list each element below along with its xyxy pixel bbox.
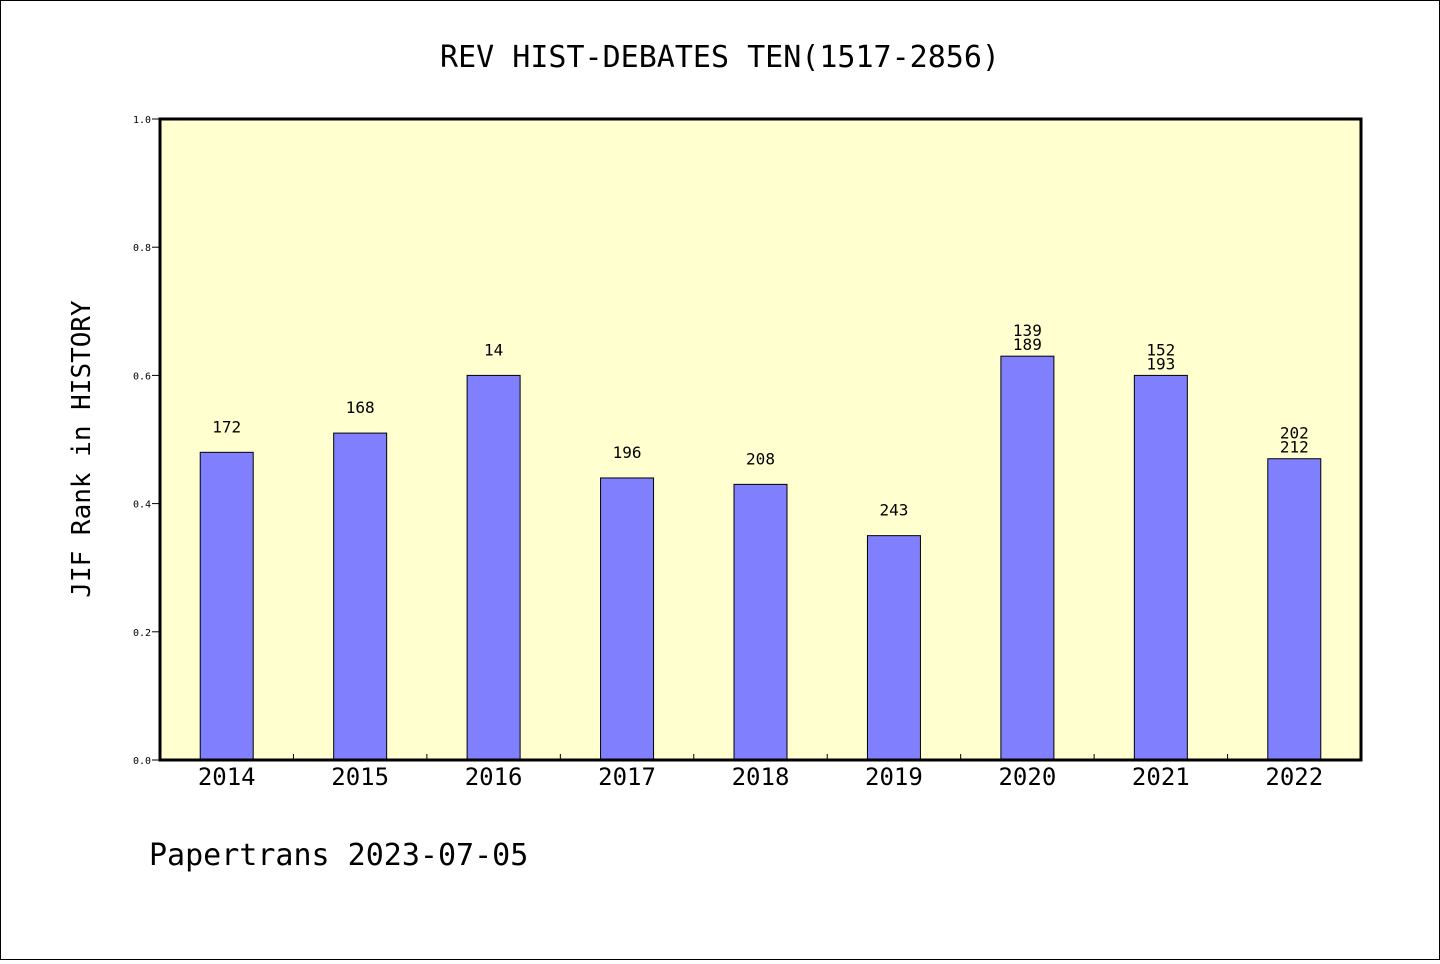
data-label: 208 xyxy=(746,449,775,468)
plot-border xyxy=(158,117,1363,762)
data-label: 189 xyxy=(1013,335,1042,354)
data-label: 14 xyxy=(484,340,503,359)
data-label: 168 xyxy=(346,398,375,417)
x-tick-label: 2020 xyxy=(998,763,1056,791)
data-label: 202 xyxy=(1280,424,1309,443)
y-tick-label: 0.6 xyxy=(133,371,151,382)
x-tick-label: 2021 xyxy=(1132,763,1190,791)
bar-2016 xyxy=(466,374,521,761)
y-tick-label: 0.8 xyxy=(133,243,151,254)
chart-title: REV HIST-DEBATES TEN(1517-2856) xyxy=(440,40,1000,75)
y-tick-label: 0.4 xyxy=(133,500,151,511)
data-label: 152 xyxy=(1146,340,1175,359)
x-tick-label: 2018 xyxy=(732,763,790,791)
data-label: 243 xyxy=(879,501,908,520)
data-label: 193 xyxy=(1146,354,1175,373)
bar-2017 xyxy=(600,477,655,761)
x-tick-label: 2015 xyxy=(331,763,389,791)
y-axis: 0.0 0.2 0.4 0.6 0.8 1.0 xyxy=(133,115,160,767)
y-tick-label: 0.0 xyxy=(133,756,151,767)
x-tick-label: 2019 xyxy=(865,763,923,791)
x-tick-label: 2016 xyxy=(465,763,523,791)
bar-2015 xyxy=(333,432,388,761)
data-label: 212 xyxy=(1280,438,1309,457)
x-tick-label: 2014 xyxy=(198,763,256,791)
bar-2022 xyxy=(1267,458,1322,761)
data-label: 172 xyxy=(212,417,241,436)
bar-2021 xyxy=(1133,374,1188,761)
data-label: 196 xyxy=(613,443,642,462)
bar-2020 xyxy=(1000,355,1055,761)
bar-2019 xyxy=(866,535,921,761)
y-tick-label: 1.0 xyxy=(133,115,151,126)
x-tick-label: 2017 xyxy=(598,763,656,791)
bars xyxy=(199,355,1322,761)
bar-2014 xyxy=(199,451,254,761)
x-axis: 2014 2015 2016 2017 2018 2019 2020 2021 2022 xyxy=(198,754,1323,791)
y-axis-label: JIF Rank in HISTORY xyxy=(67,300,97,598)
data-label: 139 xyxy=(1013,321,1042,340)
x-tick-label: 2022 xyxy=(1265,763,1323,791)
y-tick-label: 0.2 xyxy=(133,628,151,639)
bar-2018 xyxy=(733,483,788,761)
footer-credit: Papertrans 2023-07-05 xyxy=(149,838,528,873)
